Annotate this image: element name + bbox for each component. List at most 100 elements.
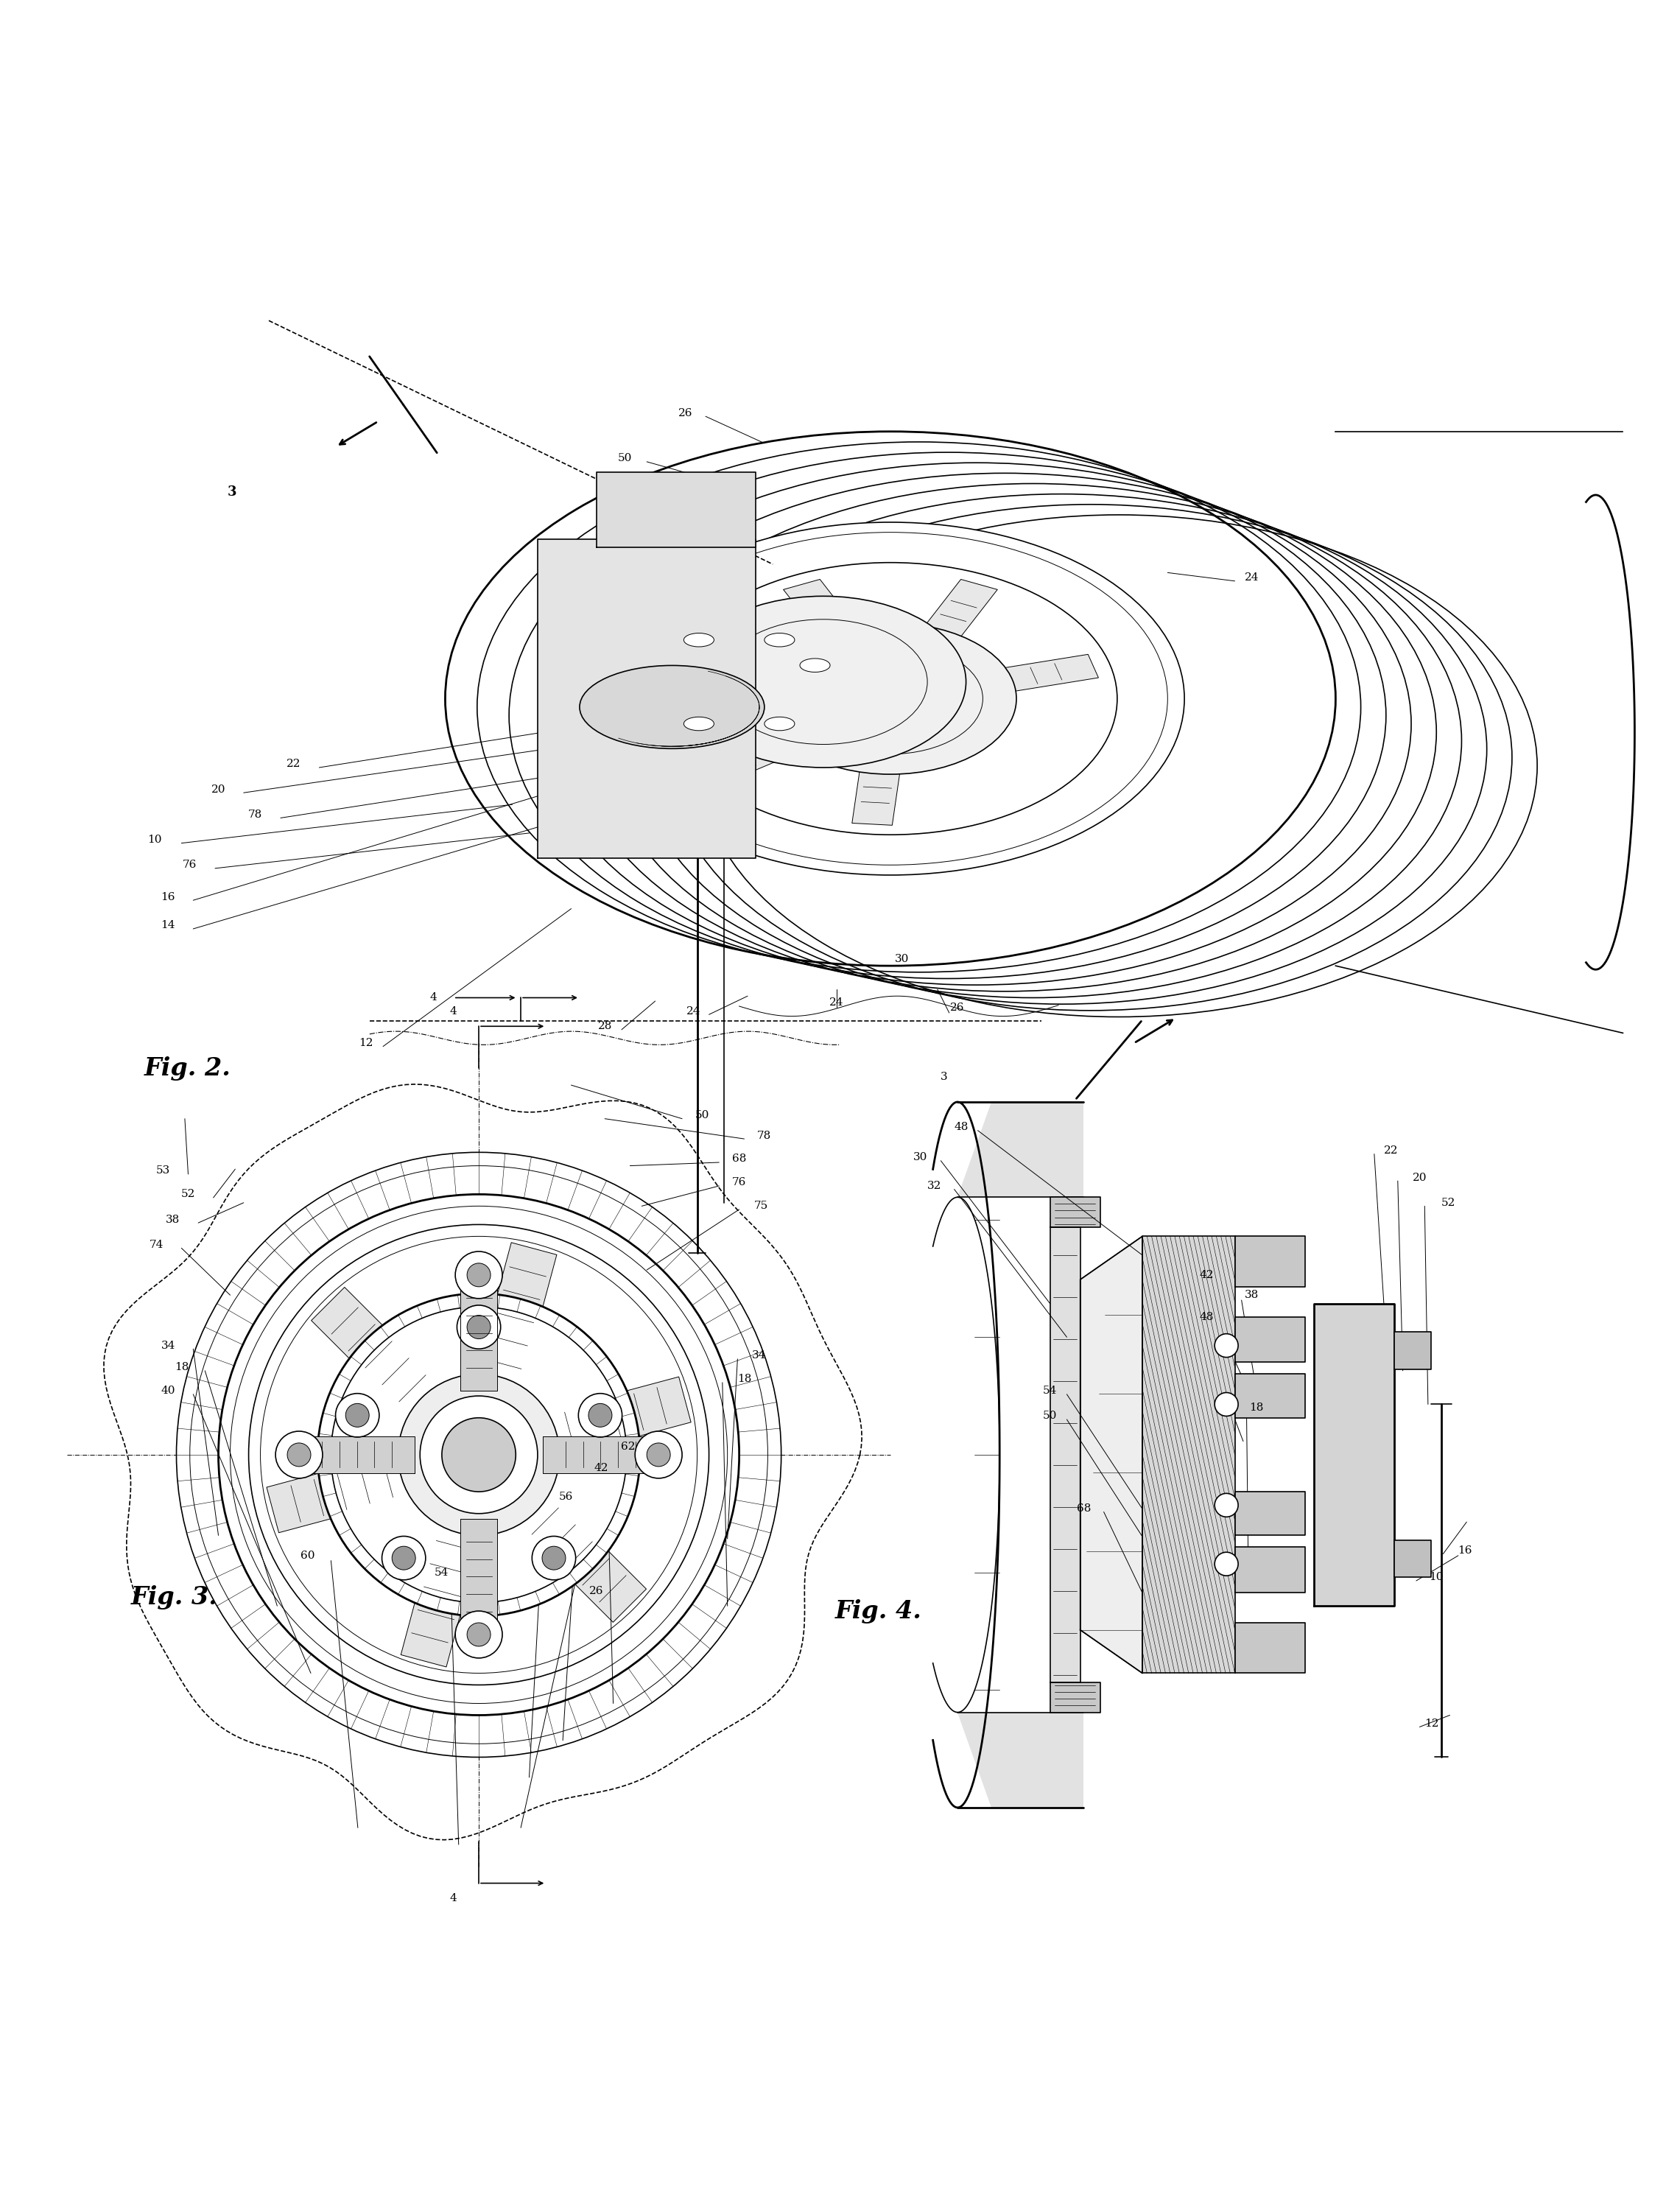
Ellipse shape [1215,1393,1238,1417]
Text: 3: 3 [227,486,237,499]
Text: 78: 78 [758,1131,771,1142]
Ellipse shape [398,1373,559,1535]
Polygon shape [460,1518,497,1634]
Polygon shape [299,1437,415,1474]
Ellipse shape [764,717,795,730]
Text: Fig. 4.: Fig. 4. [835,1599,922,1623]
Text: 24: 24 [1245,573,1258,582]
Text: 74: 74 [150,1240,163,1251]
Polygon shape [1080,1236,1142,1673]
Ellipse shape [346,1404,370,1428]
Text: 28: 28 [598,1021,612,1032]
Text: 10: 10 [148,835,161,844]
Text: 10: 10 [1430,1572,1443,1583]
Polygon shape [1235,1623,1305,1673]
Ellipse shape [467,1314,491,1338]
Ellipse shape [176,1153,781,1756]
Polygon shape [1235,1236,1305,1286]
Ellipse shape [457,1306,501,1349]
Polygon shape [707,713,843,781]
Text: 76: 76 [183,859,197,870]
Ellipse shape [287,1443,311,1467]
Text: 26: 26 [679,407,692,418]
Ellipse shape [249,1225,709,1684]
Ellipse shape [635,1430,682,1478]
Polygon shape [1394,1540,1431,1577]
Polygon shape [1235,1373,1305,1417]
Ellipse shape [1215,1494,1238,1518]
Polygon shape [1235,1492,1305,1535]
Ellipse shape [764,632,795,647]
Text: 54: 54 [1043,1387,1057,1395]
Polygon shape [1235,1546,1305,1592]
Text: 40: 40 [161,1387,175,1395]
Text: 20: 20 [212,785,225,794]
Polygon shape [682,654,828,700]
Polygon shape [1394,1332,1431,1369]
Text: 38: 38 [1245,1290,1258,1301]
Text: 50: 50 [618,453,632,464]
Text: 4: 4 [430,993,437,1004]
Text: 22: 22 [1384,1146,1398,1155]
Text: 50: 50 [1043,1411,1057,1422]
Polygon shape [852,739,904,824]
Text: 48: 48 [954,1122,968,1133]
Ellipse shape [764,623,1016,774]
Ellipse shape [596,523,1184,875]
Text: 26: 26 [951,1002,964,1013]
Text: 52: 52 [181,1190,195,1198]
Text: 18: 18 [175,1363,188,1373]
Polygon shape [1235,1317,1305,1363]
Text: Fig. 2.: Fig. 2. [144,1056,232,1080]
Ellipse shape [533,1535,576,1579]
Ellipse shape [1215,1334,1238,1358]
Text: 42: 42 [595,1463,608,1474]
Text: 68: 68 [1077,1502,1090,1513]
Polygon shape [543,1437,659,1474]
Polygon shape [551,1378,690,1457]
Polygon shape [1142,1236,1235,1673]
Ellipse shape [455,1612,502,1658]
Ellipse shape [336,1393,380,1437]
Ellipse shape [318,1293,640,1616]
Text: 22: 22 [287,759,301,770]
Text: 24: 24 [830,997,843,1008]
Ellipse shape [680,597,966,768]
Polygon shape [958,1102,1084,1196]
Text: 56: 56 [559,1492,573,1502]
Text: 18: 18 [1250,1402,1263,1413]
Text: 16: 16 [161,892,175,901]
Text: 12: 12 [1425,1719,1438,1728]
Text: 75: 75 [754,1201,768,1212]
Text: 54: 54 [435,1568,449,1577]
Ellipse shape [1215,1553,1238,1575]
Ellipse shape [391,1546,415,1570]
Text: 78: 78 [249,809,262,820]
Polygon shape [402,1527,480,1666]
Ellipse shape [684,632,714,647]
Text: 68: 68 [732,1155,746,1163]
Polygon shape [519,1496,647,1623]
Text: 12: 12 [360,1039,373,1048]
Text: 16: 16 [1458,1546,1472,1555]
Text: 4: 4 [450,1006,457,1017]
Text: 18: 18 [738,1373,751,1384]
Ellipse shape [455,1251,502,1299]
Polygon shape [460,1275,497,1391]
Text: 30: 30 [895,954,909,964]
Text: 60: 60 [301,1551,314,1562]
Polygon shape [596,472,756,547]
Text: 32: 32 [927,1181,941,1192]
Text: 20: 20 [1413,1172,1426,1183]
Polygon shape [1314,1303,1394,1605]
Ellipse shape [647,1443,670,1467]
Text: 34: 34 [161,1341,175,1352]
Text: 48: 48 [1200,1312,1213,1323]
Ellipse shape [588,1404,612,1428]
Polygon shape [1050,1227,1080,1682]
Text: 34: 34 [753,1349,766,1360]
Text: Fig. 3.: Fig. 3. [131,1586,218,1610]
Text: 76: 76 [732,1177,746,1188]
Polygon shape [477,1242,556,1382]
Text: 50: 50 [696,1111,709,1120]
